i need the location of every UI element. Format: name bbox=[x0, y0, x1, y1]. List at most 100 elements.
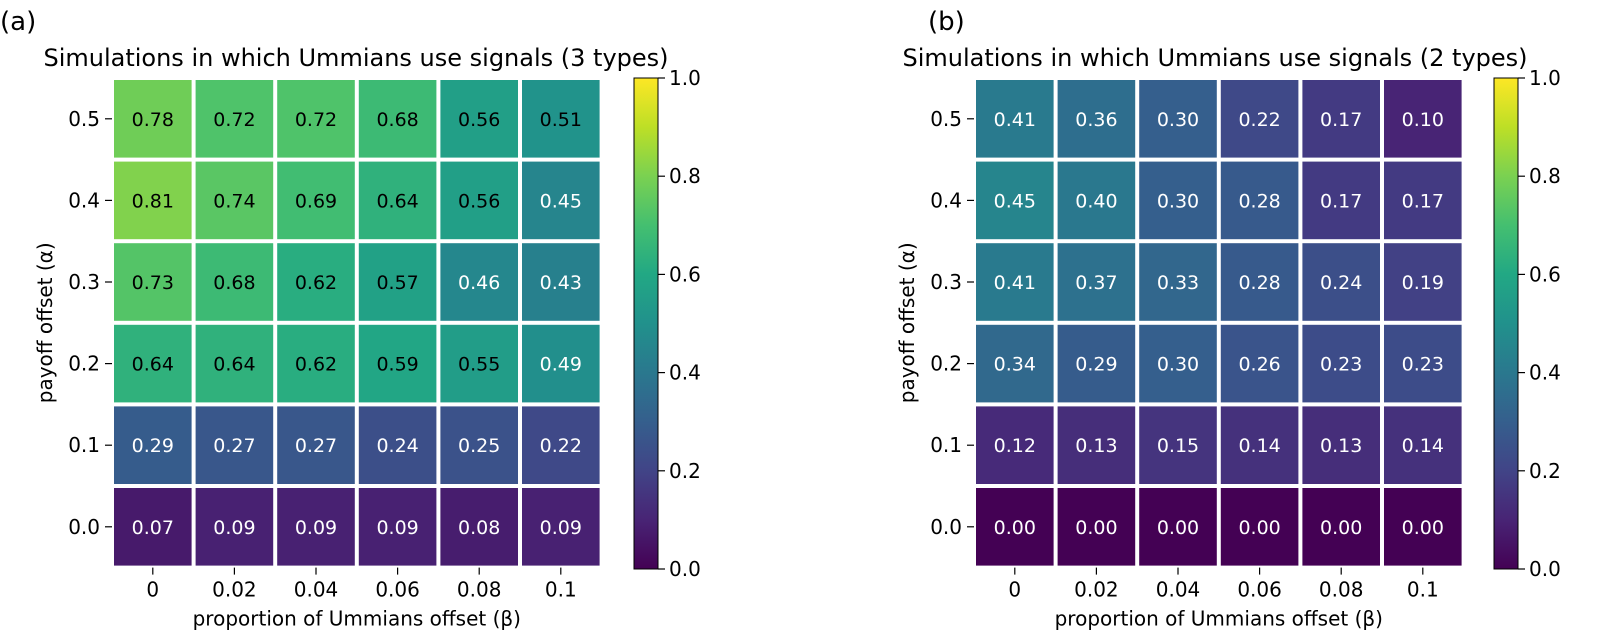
heatmap-cell bbox=[440, 488, 518, 566]
panel-label: (b) bbox=[928, 7, 965, 37]
heatmap-cell bbox=[1384, 406, 1462, 484]
y-tick-label: 0.1 bbox=[930, 433, 962, 457]
cell-label: 0.00 bbox=[1320, 517, 1362, 539]
x-axis-label: proportion of Ummians offset (β) bbox=[193, 607, 521, 631]
cell-label: 0.36 bbox=[1075, 109, 1117, 131]
heatmap-cell bbox=[277, 406, 355, 484]
heatmap-cell bbox=[1384, 324, 1462, 403]
cell-label: 0.09 bbox=[540, 517, 582, 539]
cell-label: 0.00 bbox=[1238, 517, 1280, 539]
heatmap-cell bbox=[440, 243, 518, 321]
heatmap-cell bbox=[976, 406, 1054, 484]
heatmap-cell bbox=[976, 243, 1054, 321]
colorbar-tick-label: 0.0 bbox=[1529, 557, 1561, 581]
heatmap-cell bbox=[114, 488, 192, 566]
x-tick-label: 0.04 bbox=[294, 578, 339, 602]
cell-label: 0.13 bbox=[1075, 435, 1117, 457]
heatmap-cell bbox=[1384, 80, 1462, 158]
cell-label: 0.68 bbox=[213, 272, 255, 294]
y-tick-label: 0.4 bbox=[930, 188, 962, 212]
heatmap-cell bbox=[976, 161, 1054, 240]
heatmap-cell bbox=[1220, 488, 1299, 566]
cell-label: 0.59 bbox=[376, 354, 418, 376]
heatmap-cell bbox=[195, 324, 274, 403]
colorbar-tick-label: 0.8 bbox=[669, 164, 701, 188]
heatmap-cell bbox=[522, 406, 600, 484]
cell-label: 0.17 bbox=[1320, 190, 1362, 212]
x-tick-label: 0.08 bbox=[1319, 578, 1364, 602]
heatmap-cell bbox=[358, 80, 437, 158]
panel-label: (a) bbox=[0, 7, 36, 37]
x-tick-label: 0.08 bbox=[457, 578, 502, 602]
x-tick-label: 0 bbox=[1008, 578, 1021, 602]
cell-label: 0.22 bbox=[1238, 109, 1280, 131]
cell-label: 0.09 bbox=[295, 517, 337, 539]
heatmap-cell bbox=[522, 324, 600, 403]
y-tick-label: 0.0 bbox=[68, 515, 100, 539]
cell-label: 0.69 bbox=[295, 190, 337, 212]
y-tick-label: 0.1 bbox=[68, 433, 100, 457]
heatmap-cell bbox=[1302, 80, 1380, 158]
cell-label: 0.09 bbox=[213, 517, 255, 539]
heatmap-cell bbox=[195, 488, 274, 566]
heatmap-cell bbox=[358, 243, 437, 321]
cell-label: 0.22 bbox=[540, 435, 582, 457]
heatmap-cell bbox=[1384, 488, 1462, 566]
cell-label: 0.56 bbox=[458, 109, 500, 131]
colorbar-tick-label: 1.0 bbox=[1529, 66, 1561, 90]
chart-title: Simulations in which Ummians use signals… bbox=[43, 44, 668, 72]
heatmap-cell bbox=[358, 406, 437, 484]
cell-label: 0.68 bbox=[376, 109, 418, 131]
heatmap-cell bbox=[1302, 243, 1380, 321]
heatmap-cell bbox=[976, 488, 1054, 566]
x-tick-label: 0.02 bbox=[1074, 578, 1119, 602]
cell-label: 0.33 bbox=[1157, 272, 1199, 294]
cell-label: 0.62 bbox=[295, 272, 337, 294]
heatmap-cell bbox=[522, 243, 600, 321]
heatmap-cell bbox=[1220, 243, 1299, 321]
cell-label: 0.07 bbox=[132, 517, 174, 539]
cell-label: 0.34 bbox=[994, 354, 1036, 376]
heatmap-cell bbox=[1302, 488, 1380, 566]
cell-label: 0.43 bbox=[540, 272, 582, 294]
cell-label: 0.55 bbox=[458, 354, 500, 376]
cell-label: 0.30 bbox=[1157, 190, 1199, 212]
heatmap-cell bbox=[114, 80, 192, 158]
cell-label: 0.62 bbox=[295, 354, 337, 376]
heatmap-cell bbox=[358, 324, 437, 403]
cell-label: 0.28 bbox=[1238, 190, 1280, 212]
x-axis-label: proportion of Ummians offset (β) bbox=[1055, 607, 1383, 631]
colorbar-tick-label: 0.0 bbox=[669, 557, 701, 581]
x-tick-label: 0.06 bbox=[375, 578, 420, 602]
colorbar-tick-label: 0.8 bbox=[1529, 164, 1561, 188]
cell-label: 0.37 bbox=[1075, 272, 1117, 294]
cell-label: 0.51 bbox=[540, 109, 582, 131]
cell-label: 0.64 bbox=[376, 190, 418, 212]
heatmap-cell bbox=[114, 406, 192, 484]
colorbar-tick-label: 0.2 bbox=[1529, 459, 1561, 483]
cell-label: 0.00 bbox=[1157, 517, 1199, 539]
colorbar bbox=[633, 77, 659, 570]
y-tick-label: 0.2 bbox=[68, 352, 100, 376]
heatmap-cell bbox=[1057, 243, 1136, 321]
heatmap-cell bbox=[1220, 80, 1299, 158]
colorbar-tick-label: 0.4 bbox=[669, 361, 701, 385]
heatmap-cell bbox=[114, 324, 192, 403]
y-tick-label: 0.5 bbox=[930, 107, 962, 131]
heatmap-cell bbox=[1139, 80, 1217, 158]
cell-label: 0.13 bbox=[1320, 435, 1362, 457]
cell-label: 0.78 bbox=[132, 109, 174, 131]
heatmap-cell bbox=[277, 161, 355, 240]
cell-label: 0.09 bbox=[376, 517, 418, 539]
heatmap-cell bbox=[1057, 324, 1136, 403]
y-tick-label: 0.3 bbox=[68, 270, 100, 294]
colorbar-tick-label: 0.4 bbox=[1529, 361, 1561, 385]
heatmap-cell bbox=[522, 80, 600, 158]
heatmap-cell bbox=[195, 243, 274, 321]
cell-label: 0.25 bbox=[458, 435, 500, 457]
colorbar-tick-label: 0.2 bbox=[669, 459, 701, 483]
cell-label: 0.64 bbox=[213, 354, 255, 376]
x-tick-label: 0.1 bbox=[1407, 578, 1439, 602]
heatmap-cell bbox=[522, 161, 600, 240]
